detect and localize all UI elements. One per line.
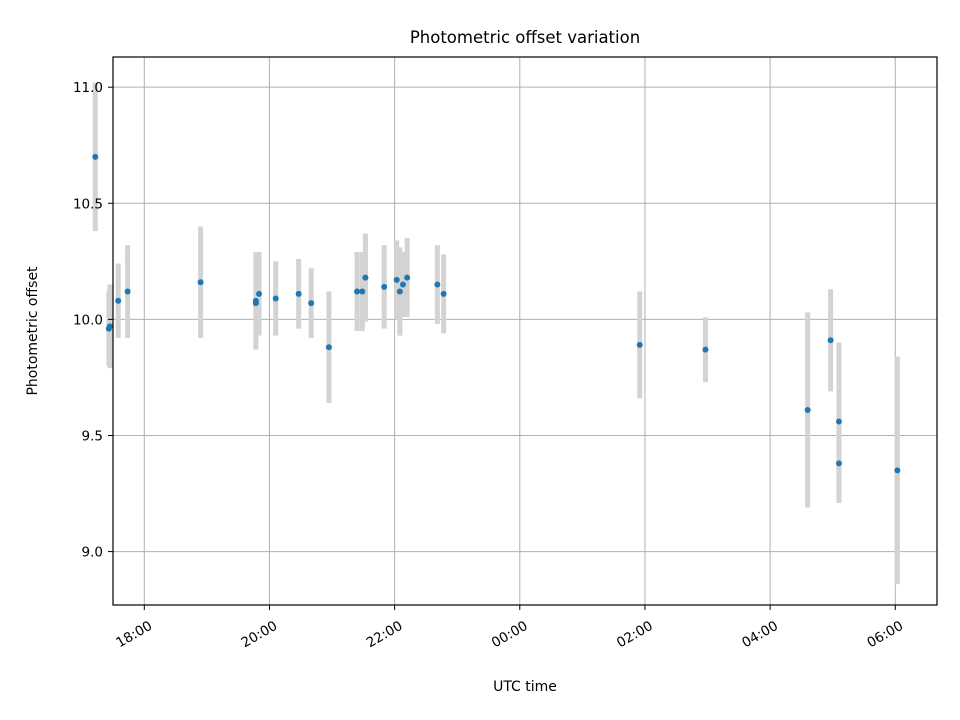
data-point [354, 288, 361, 295]
data-point [440, 290, 447, 297]
data-point [393, 276, 400, 283]
data-point [835, 460, 842, 467]
grid-lines [113, 57, 937, 605]
plot-area-frame [112, 56, 938, 606]
x-tick-label: 18:00 [113, 618, 155, 651]
data-point [252, 300, 259, 307]
x-tick-label: 20:00 [239, 618, 281, 651]
data-point [835, 418, 842, 425]
data-point [256, 290, 263, 297]
data-point [115, 297, 122, 304]
y-tick-label: 9.5 [82, 428, 103, 444]
data-point [434, 281, 441, 288]
data-point [359, 288, 366, 295]
x-tick-label: 06:00 [864, 618, 906, 651]
data-point [308, 300, 315, 307]
data-point [272, 295, 279, 302]
data-point [702, 346, 709, 353]
data-point [804, 406, 811, 413]
chart-title: Photometric offset variation [410, 28, 640, 47]
x-axis-label: UTC time [493, 679, 557, 695]
data-point [197, 279, 204, 286]
y-axis-label: Photometric offset [25, 266, 41, 396]
y-tick-label: 10.0 [73, 312, 103, 328]
y-tick-label: 9.0 [82, 545, 103, 561]
x-tick-label: 22:00 [364, 618, 406, 651]
axis-ticks: 18:00 20:00 22:00 00:00 02:00 04:00 06:00 9.0 9.… [73, 80, 906, 651]
error-bars [92, 82, 900, 585]
data-point [295, 290, 302, 297]
data-point [404, 274, 411, 281]
data-point [636, 341, 643, 348]
data-point [381, 283, 388, 290]
x-tick-label: 04:00 [739, 618, 781, 651]
data-point [827, 337, 834, 344]
data-point [894, 467, 901, 474]
data-point [124, 288, 131, 295]
data-point [396, 288, 403, 295]
data-point [92, 153, 99, 160]
data-point [362, 274, 369, 281]
data-point [106, 323, 113, 330]
data-point [399, 281, 406, 288]
x-tick-label: 02:00 [614, 618, 656, 651]
x-tick-label: 00:00 [489, 618, 531, 651]
data-point [325, 344, 332, 351]
data-points [92, 153, 901, 474]
y-tick-label: 11.0 [73, 80, 103, 96]
y-tick-label: 10.5 [73, 196, 103, 212]
